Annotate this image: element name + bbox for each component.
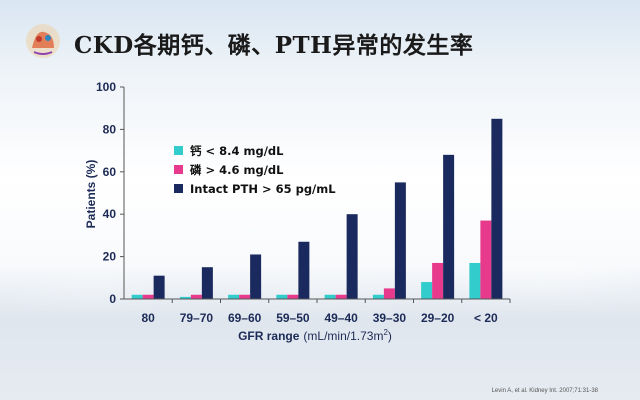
bar-calcium (324, 294, 336, 299)
y-tick-label: 60 (103, 165, 117, 179)
bar-phosphorus (383, 288, 395, 299)
legend-swatch-phosphorus (174, 165, 183, 174)
y-tick-label: 20 (103, 250, 117, 264)
y-axis-title: Patients (%) (84, 160, 98, 229)
bar-phosphorus (335, 294, 347, 299)
x-axis-title-unit: (mL/min/1.73m (303, 329, 383, 343)
x-tick-label: 49–40 (324, 311, 358, 325)
bar-phosphorus (142, 294, 154, 299)
bar-calcium (276, 294, 288, 299)
background-haze (0, 265, 640, 400)
y-tick-label: 0 (109, 292, 116, 306)
legend-label-calcium: 钙 < 8.4 mg/dL (190, 144, 284, 158)
x-axis-title-main: GFR range (238, 329, 300, 343)
bars-group (131, 118, 503, 299)
bar-phosphorus (432, 262, 444, 299)
y-tick-labels: 0 20 40 60 80 100 (96, 80, 116, 306)
slide-title: CKD各期钙、磷、PTH异常的发生率 (74, 32, 474, 59)
bar-phosphorus (190, 294, 202, 299)
legend-swatch-calcium (174, 146, 183, 155)
bar-pth (250, 254, 262, 299)
bar-phosphorus (239, 294, 251, 299)
x-tick-label: 69–60 (228, 311, 262, 325)
bar-calcium (469, 262, 481, 299)
bar-calcium (421, 282, 433, 299)
y-tick-label: 100 (96, 80, 116, 94)
legend-label-pth: Intact PTH > 65 pg/mL (190, 182, 336, 196)
bar-pth (346, 214, 358, 299)
x-tick-label: 59–50 (276, 311, 310, 325)
x-tick-label: 39–30 (373, 311, 407, 325)
bar-calcium (131, 294, 143, 299)
legend: 钙 < 8.4 mg/dL 磷 > 4.6 mg/dL Intact PTH >… (174, 144, 336, 196)
bar-pth (153, 275, 165, 299)
x-axis-title-end: ) (388, 329, 392, 343)
bar-phosphorus (287, 294, 299, 299)
legend-swatch-pth (174, 184, 183, 193)
bar-calcium (179, 296, 191, 299)
bar-calcium (372, 294, 384, 299)
x-tick-label: 79–70 (180, 311, 214, 325)
x-axis-title: GFR range (mL/min/1.73m2) (238, 328, 392, 343)
x-tick-label: < 20 (474, 311, 498, 325)
bar-phosphorus (480, 220, 492, 299)
axes-group (120, 86, 511, 303)
bar-pth (443, 154, 455, 299)
bar-pth (394, 182, 406, 299)
bar-pth (201, 267, 213, 299)
x-tick-label: 29–20 (421, 311, 455, 325)
bar-calcium (228, 294, 240, 299)
logo-icon (26, 24, 60, 58)
y-tick-label: 80 (103, 122, 117, 136)
x-tick-label: 80 (141, 311, 155, 325)
y-tick-label: 40 (103, 207, 117, 221)
citation: Levin A, et al. Kidney Int. 2007;71:31-3… (491, 388, 598, 394)
legend-label-phosphorus: 磷 > 4.6 mg/dL (190, 163, 284, 177)
bar-pth (298, 241, 310, 299)
bar-pth (491, 118, 503, 299)
x-axis-title-superscript: 2 (383, 328, 388, 337)
x-tick-labels: 80 79–70 69–60 59–50 49–40 39–30 29–20 < 20 (141, 311, 498, 325)
